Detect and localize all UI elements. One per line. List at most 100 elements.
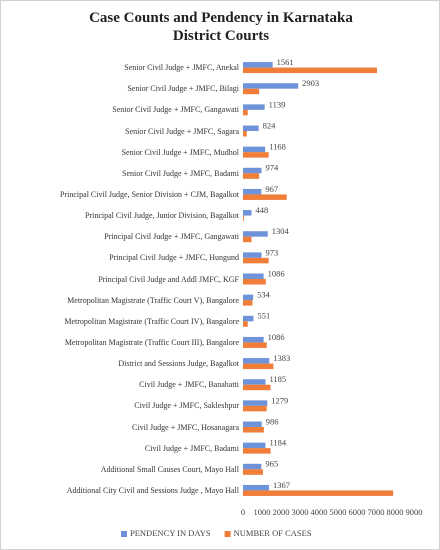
category-label: Civil Judge + JMFC, Banahatti: [139, 380, 239, 390]
value-label: 1561: [277, 57, 294, 67]
x-tick-label: 2000: [273, 507, 290, 517]
category-label: Principal Civil Judge + JMFC, Hungund: [109, 253, 239, 263]
bar: [243, 400, 268, 406]
category-label: Senior Civil Judge + JMFC, Badami: [122, 168, 239, 178]
x-tick-label: 6000: [349, 507, 366, 517]
bar: [243, 152, 269, 158]
bar: [243, 363, 274, 370]
chart-title: Case Counts and Pendency in Karnataka Di…: [89, 10, 353, 44]
legend-swatch: [224, 531, 231, 537]
bar: [243, 88, 260, 95]
value-label: 1185: [270, 374, 287, 384]
value-label: 1168: [269, 142, 286, 152]
bar: [243, 469, 263, 475]
category-label: Metropolitan Magistrate (Traffic Court V…: [67, 295, 239, 305]
bar: [243, 321, 248, 327]
value-label: 973: [265, 247, 278, 257]
category-label: Metropolitan Magistrate (Traffic Court I…: [64, 337, 239, 347]
x-tick-label: 0: [241, 507, 245, 517]
value-label: 965: [265, 459, 278, 469]
value-label: 1086: [268, 268, 285, 278]
bar: [243, 125, 259, 131]
value-label: 974: [266, 163, 280, 173]
category-label: Civil Judge + JMFC, Sakleshpur: [134, 401, 239, 411]
category-label: Additional City Civil and Sessions Judge…: [66, 485, 239, 495]
bar: [243, 336, 264, 343]
bar: [243, 231, 268, 237]
bar: [243, 210, 252, 216]
bar: [243, 167, 262, 174]
category-label: Senior Civil Judge + JMFC, Bilagi: [127, 84, 239, 94]
x-tick-label: 4000: [311, 507, 328, 517]
bar: [243, 490, 394, 496]
bar: [243, 463, 262, 470]
legend-swatch: [121, 531, 127, 537]
bar: [243, 194, 287, 200]
bar: [243, 427, 264, 433]
x-tick-label: 7000: [368, 507, 385, 517]
bar: [243, 67, 377, 74]
value-label: 1184: [269, 438, 286, 448]
legend-label: NUMBER OF CASES: [234, 528, 312, 538]
value-label: 1367: [273, 480, 290, 490]
category-label: District and Sessions Judge, Bagalkot: [118, 359, 239, 369]
bar: [243, 146, 266, 153]
value-label: 551: [257, 311, 270, 321]
bar: [243, 342, 267, 348]
category-label: Civil Judge + JMFC, Badami: [144, 443, 239, 453]
bar: [243, 173, 260, 179]
category-label: Additional Small Causes Court, Mayo Hall: [100, 464, 239, 474]
value-label: 448: [256, 205, 269, 215]
category-label: Senior Civil Judge + JMFC, Mudhol: [121, 147, 239, 157]
bar: [243, 188, 262, 195]
value-label: 986: [266, 416, 279, 426]
bar: [243, 442, 266, 449]
bar: [243, 104, 265, 110]
category-label: Senior Civil Judge + JMFC, Anekal: [124, 63, 239, 73]
value-label: 1086: [268, 332, 285, 342]
x-tick-label: 1000: [254, 507, 271, 517]
bar: [243, 315, 254, 322]
category-label: Civil Judge + JMFC, Hosanagara: [132, 422, 239, 432]
value-label: 1139: [269, 99, 286, 109]
bar: [243, 109, 248, 116]
x-tick-label: 8000: [387, 507, 404, 517]
bar: [243, 379, 266, 385]
bar: [243, 300, 253, 306]
value-label: 2903: [302, 78, 319, 88]
category-label: Senior Civil Judge + JMFC, Gangawati: [112, 105, 239, 115]
category-label: Principal Civil Judge + JMFC, Gangawati: [104, 232, 239, 242]
category-label: Principal Civil Judge and Addl JMFC, KGF: [98, 274, 239, 284]
bar: [243, 421, 262, 427]
bar: [243, 83, 299, 89]
bar: [243, 62, 273, 68]
value-label: 1304: [272, 226, 290, 236]
value-label: 1279: [271, 395, 288, 405]
value-label: 1383: [273, 353, 290, 363]
bar: [243, 358, 270, 364]
category-label: Senior Civil Judge + JMFC, Sagara: [125, 126, 239, 136]
bar: [243, 131, 247, 137]
bar: [243, 257, 269, 264]
x-tick-label: 9000: [406, 507, 423, 517]
bar: [243, 273, 264, 279]
category-label: Principal Civil Judge, Senior Division +…: [60, 189, 239, 199]
x-tick-label: 3000: [292, 507, 309, 517]
bar: [243, 484, 269, 491]
bar: [243, 384, 271, 391]
bar: [243, 252, 262, 258]
value-label: 534: [257, 290, 271, 300]
category-label: Metropolitan Magistrate (Traffic Court I…: [64, 316, 239, 326]
bar: [243, 236, 252, 243]
bar: [243, 448, 271, 454]
category-label: Principal Civil Judge, Junior Division, …: [85, 211, 239, 221]
value-label: 967: [265, 184, 278, 194]
bar: [243, 215, 244, 222]
bar: [243, 405, 267, 412]
legend-label: PENDENCY IN DAYS: [130, 528, 211, 538]
bar: [243, 279, 266, 285]
value-label: 824: [263, 120, 277, 130]
bar: [243, 294, 254, 301]
